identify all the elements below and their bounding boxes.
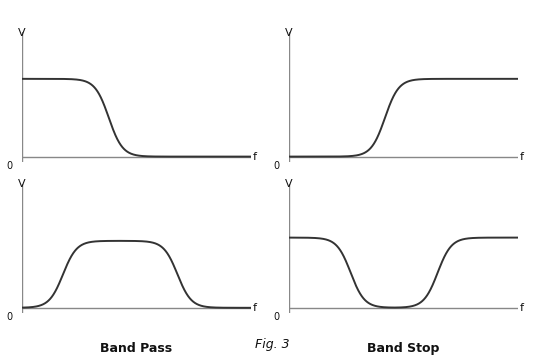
Text: V: V bbox=[285, 28, 293, 38]
Text: 0: 0 bbox=[7, 161, 13, 171]
Text: f: f bbox=[253, 152, 257, 162]
Text: Low Pass: Low Pass bbox=[104, 190, 168, 203]
Text: V: V bbox=[18, 28, 26, 38]
Text: 0: 0 bbox=[274, 161, 280, 171]
Text: f: f bbox=[520, 152, 524, 162]
Text: Band Stop: Band Stop bbox=[367, 342, 439, 355]
Text: V: V bbox=[285, 179, 293, 189]
Text: 0: 0 bbox=[7, 312, 13, 322]
Text: f: f bbox=[520, 303, 524, 313]
Text: 0: 0 bbox=[274, 312, 280, 322]
Text: f: f bbox=[253, 303, 257, 313]
Text: V: V bbox=[18, 179, 26, 189]
Text: Band Pass: Band Pass bbox=[100, 342, 172, 355]
Text: Fig. 3: Fig. 3 bbox=[255, 338, 290, 351]
Text: High Pass: High Pass bbox=[369, 190, 438, 203]
